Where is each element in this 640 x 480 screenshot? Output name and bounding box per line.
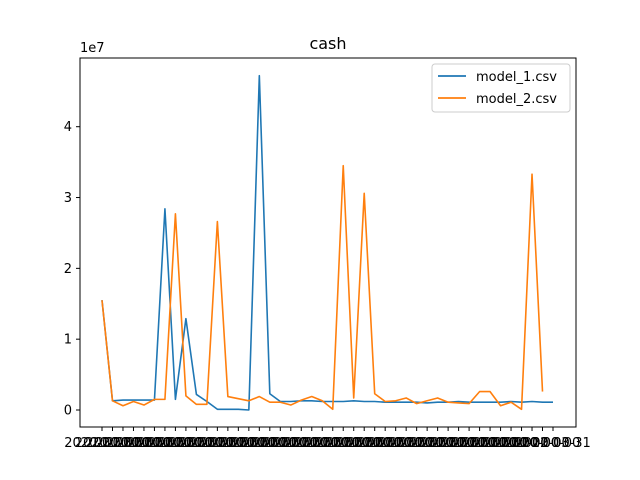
y-tick-label: 4 [64,120,72,135]
x-tick-label: 2020-00-00 [138,436,214,451]
series-line-1 [101,74,553,411]
x-tick-label: 2020-00-00 [263,436,339,451]
x-tick-label: 2020-00-00 [358,436,434,451]
y-tick-label: 3 [64,191,72,206]
x-tick-label: 2020-00-00 [75,436,151,451]
x-tick-label: 2020-00-00 [201,436,277,451]
x-tick-label: 2020-00-00 [389,436,465,451]
x-tick-label: 2020-00-00 [253,436,329,451]
x-tick-label: 2022-03-31 [515,436,591,451]
x-tick-label: 2020-00-00 [463,436,539,451]
x-tick-label: 2020-00-00 [379,436,455,451]
legend: model_1.csv model_2.csv [431,63,571,113]
y-tick-label: 2 [64,262,72,277]
x-tick-label: 2020-00-00 [284,436,360,451]
x-tick-label: 2020-00-00 [368,436,444,451]
y-tick-label: 0 [64,404,72,419]
x-tick-label: 2020-00-00 [96,436,172,451]
x-tick-label: 2020-00-00 [484,436,560,451]
x-tick-label: 2020-00-00 [295,436,371,451]
x-tick-label: 2020-00-00 [64,436,140,451]
legend-label: model_2.csv [476,92,557,107]
x-tick-label: 2020-00-00 [169,436,245,451]
y-scale-label: 1e7 [80,41,105,56]
x-tick-label: 2020-00-00 [243,436,319,451]
x-tick-label: 2020-00-00 [127,436,203,451]
x-tick-label: 2020-00-00 [442,436,518,451]
series-line-2 [101,164,544,411]
x-tick-label: 2020-00-00 [347,436,423,451]
x-tick-label: 2020-00-00 [148,436,224,451]
x-tick-label: 2020-00-00 [410,436,486,451]
x-tick-label: 2020-00-00 [400,436,476,451]
x-tick-label: 2020-00-00 [211,436,287,451]
x-tick-label: 2020-00-00 [222,436,298,451]
plot-area: 012342020-00-002020-00-002020-00-002020-… [64,57,591,451]
legend-label: model_1.csv [476,70,557,85]
x-tick-label: 2020-00-00 [316,436,392,451]
x-tick-label: 2020-00-00 [505,436,581,451]
x-tick-label: 2020-00-00 [452,436,528,451]
x-tick-label: 2020-00-00 [232,436,308,451]
legend-box [431,63,571,113]
x-tick-label: 2020-00-00 [326,436,402,451]
x-tick-label: 2020-00-00 [180,436,256,451]
x-tick-label: 2020-00-00 [305,436,381,451]
x-tick-label: 2020-00-00 [190,436,266,451]
x-tick-label: 2020-00-00 [431,436,507,451]
axes-frame [79,57,577,428]
x-tick-label: 2020-00-00 [85,436,161,451]
x-tick-label: 2020-00-00 [494,436,570,451]
x-tick-label: 2020-00-00 [159,436,235,451]
y-tick-label: 1 [64,333,72,348]
x-tick-label: 2020-00-00 [117,436,193,451]
x-tick-label: 2020-00-00 [337,436,413,451]
x-tick-label: 2020-00-00 [274,436,350,451]
x-tick-label: 2020-00-00 [106,436,182,451]
x-tick-label: 2020-00-00 [473,436,549,451]
chart-title: cash [309,34,346,53]
x-tick-label: 2020-00-00 [421,436,497,451]
